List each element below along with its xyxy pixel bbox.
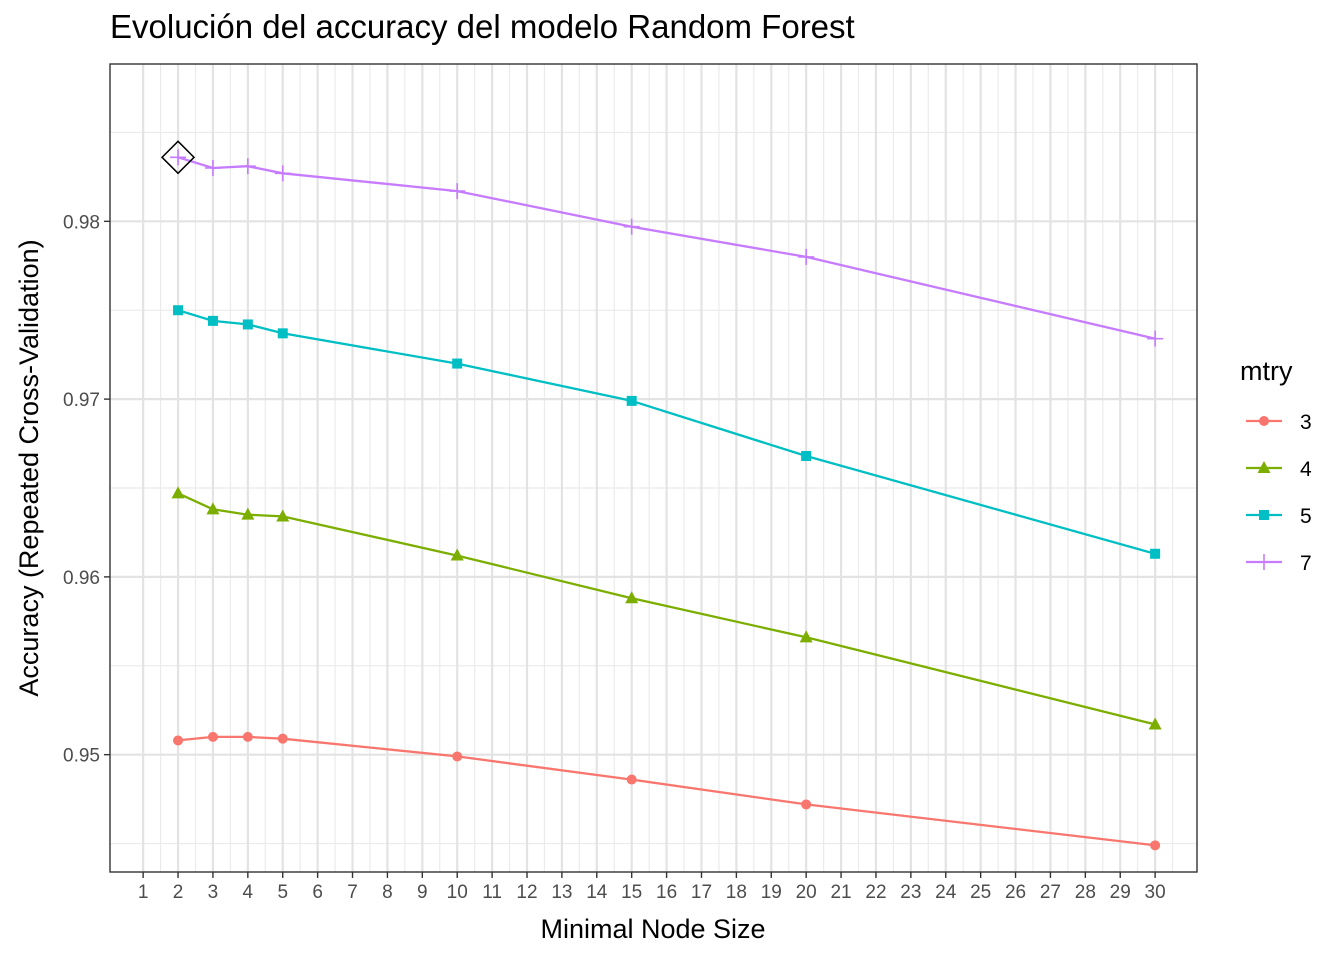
- legend-key-marker: [1257, 461, 1271, 473]
- data-point: [623, 218, 640, 235]
- data-point: [1150, 840, 1161, 851]
- x-tick-label: 11: [482, 882, 502, 903]
- panel-border: [109, 63, 1198, 873]
- data-point: [242, 319, 253, 330]
- x-tick-label: 18: [726, 882, 747, 903]
- data-point: [173, 735, 184, 746]
- y-tick-label: 0.96: [63, 568, 100, 589]
- series-layer: [160, 140, 1164, 851]
- data-point: [1148, 717, 1162, 730]
- grid-layer: [110, 64, 1197, 872]
- x-tick-label: 16: [656, 882, 677, 903]
- data-point: [274, 165, 291, 182]
- x-tick-label: 4: [243, 882, 254, 903]
- axis-layer: 0.950.960.970.981 2 3 4 5 6 7 8 9 10 11 12 13 14 15 16 1…: [63, 212, 1166, 903]
- x-tick-label: 19: [761, 882, 782, 903]
- legend-item-mtry-7: 7: [1246, 552, 1312, 575]
- x-tick-label: 20: [796, 882, 817, 903]
- x-tick-label: 29: [1110, 882, 1131, 903]
- series-mtry-3: [173, 731, 1161, 851]
- x-tick-label: 3: [208, 882, 219, 903]
- data-point: [207, 731, 218, 742]
- data-point: [206, 502, 220, 515]
- legend-item-mtry-3: 3: [1246, 411, 1312, 434]
- legend-label: 5: [1300, 505, 1312, 528]
- x-tick-label: 12: [516, 882, 537, 903]
- data-point: [241, 507, 255, 520]
- data-point: [239, 158, 256, 175]
- x-tick-label: 13: [551, 882, 572, 903]
- data-point: [452, 751, 463, 762]
- x-axis-title: Minimal Node Size: [540, 914, 765, 944]
- x-tick-label: 15: [621, 882, 642, 903]
- y-tick-label: 0.98: [63, 212, 100, 233]
- y-tick-label: 0.95: [63, 746, 100, 767]
- data-point: [799, 630, 813, 643]
- legend-key-marker: [1259, 510, 1269, 520]
- x-tick-label: 5: [277, 882, 288, 903]
- x-tick-label: 30: [1145, 882, 1166, 903]
- data-point: [626, 774, 637, 785]
- series-line: [177, 735, 1156, 847]
- x-tick-label: 7: [347, 882, 358, 903]
- x-tick-label: 21: [830, 882, 851, 903]
- legend-title: mtry: [1240, 356, 1293, 386]
- x-tick-label: 24: [935, 882, 957, 903]
- x-tick-label: 6: [312, 882, 323, 903]
- x-tick-label: 26: [1005, 882, 1026, 903]
- x-tick-label: 10: [447, 882, 468, 903]
- legend-item-mtry-4: 4: [1246, 458, 1312, 481]
- data-point: [242, 731, 253, 742]
- data-point: [1150, 548, 1161, 559]
- data-point: [207, 315, 218, 326]
- data-point: [801, 799, 812, 810]
- data-point: [798, 248, 815, 265]
- x-tick-label: 25: [970, 882, 991, 903]
- data-point: [173, 305, 184, 316]
- x-tick-label: 2: [173, 882, 184, 903]
- series-line: [177, 309, 1156, 555]
- data-point: [1147, 330, 1164, 347]
- y-axis-title: Accuracy (Repeated Cross-Validation): [14, 239, 44, 696]
- data-point: [449, 183, 466, 200]
- legend-label: 3: [1300, 411, 1312, 434]
- x-tick-label: 9: [417, 882, 428, 903]
- series-line: [177, 492, 1156, 726]
- data-point: [277, 733, 288, 744]
- data-point: [452, 358, 463, 369]
- series-mtry-4: [171, 486, 1162, 730]
- x-tick-label: 8: [382, 882, 393, 903]
- legend-key-marker: [1256, 554, 1272, 570]
- y-tick-label: 0.97: [63, 390, 100, 411]
- x-tick-label: 14: [586, 882, 608, 903]
- legend-label: 4: [1300, 458, 1312, 481]
- data-point: [204, 160, 221, 176]
- data-point: [450, 548, 464, 561]
- data-point: [170, 149, 187, 166]
- x-tick-label: 1: [138, 882, 149, 903]
- best-point-marker: [160, 140, 196, 175]
- x-tick-label: 23: [900, 882, 921, 903]
- data-point: [801, 451, 812, 461]
- data-point: [171, 486, 185, 499]
- legend-label: 7: [1300, 552, 1312, 575]
- data-point: [277, 328, 288, 339]
- data-point: [276, 509, 290, 522]
- legend-key-marker: [1259, 416, 1269, 426]
- series-mtry-5: [173, 305, 1161, 559]
- x-tick-label: 27: [1040, 882, 1061, 903]
- x-tick-label: 22: [865, 882, 886, 903]
- series-mtry-7: [170, 149, 1164, 347]
- legend-item-mtry-5: 5: [1246, 505, 1312, 528]
- data-point: [626, 395, 637, 406]
- x-tick-label: 28: [1075, 882, 1096, 903]
- x-tick-label: 17: [691, 882, 712, 903]
- data-point: [625, 591, 639, 604]
- chart-title: Evolución del accuracy del modelo Random…: [110, 8, 855, 45]
- legend: mtry 3 4 5 7: [1240, 356, 1312, 575]
